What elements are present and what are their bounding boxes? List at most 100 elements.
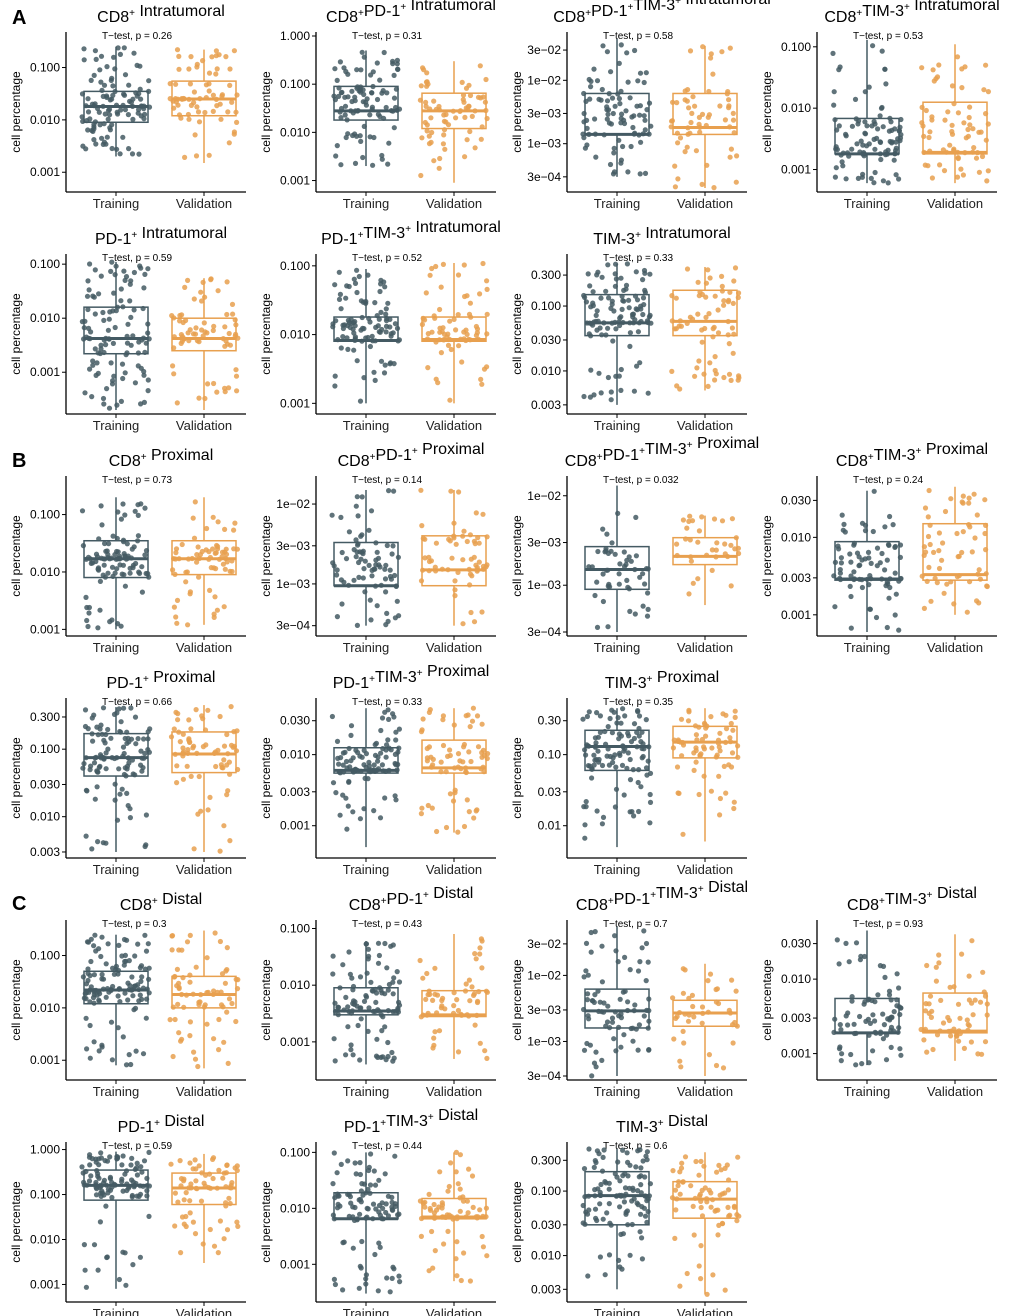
data-point (367, 1190, 373, 1196)
data-point (590, 300, 596, 306)
data-point (977, 576, 984, 582)
data-point (631, 813, 637, 819)
data-point (625, 169, 631, 175)
data-point (110, 573, 116, 580)
series-validation (418, 487, 490, 627)
data-point (726, 1177, 732, 1183)
data-point (639, 755, 645, 761)
data-point (105, 116, 111, 122)
data-point (370, 1201, 377, 1207)
data-point (627, 608, 633, 615)
data-point (619, 306, 625, 312)
data-point (135, 538, 141, 544)
data-point (173, 614, 179, 620)
data-point (383, 1209, 389, 1216)
data-point (719, 283, 725, 289)
data-point (190, 1166, 196, 1172)
data-point (332, 1058, 338, 1064)
x-tick-label: Training (93, 1084, 139, 1099)
data-point (187, 1210, 193, 1216)
y-tick-label: 0.100 (280, 921, 310, 935)
data-point (636, 733, 642, 739)
x-tick-label: Training (594, 862, 640, 877)
data-point (469, 984, 475, 990)
data-point (898, 1052, 904, 1058)
panel-title: PD-1+ Proximal (107, 669, 216, 692)
data-point (475, 535, 481, 541)
data-point (462, 154, 468, 160)
data-point (831, 89, 837, 95)
data-point (594, 1148, 601, 1154)
data-point (461, 741, 467, 748)
points (417, 63, 490, 179)
data-point (445, 1228, 451, 1234)
data-point (965, 126, 971, 133)
data-point (460, 1198, 467, 1204)
data-point (174, 966, 180, 973)
data-point (110, 92, 116, 98)
data-point (606, 120, 613, 126)
data-point (972, 535, 978, 541)
data-point (121, 572, 127, 578)
points (919, 54, 992, 184)
data-point (126, 958, 132, 964)
section-letters: A B C (12, 7, 26, 915)
data-point (358, 533, 364, 539)
data-point (360, 87, 366, 93)
data-point (453, 327, 459, 333)
data-point (837, 1022, 843, 1028)
data-point (460, 621, 466, 627)
data-point (135, 941, 141, 947)
data-point (947, 984, 953, 990)
data-point (378, 358, 385, 364)
data-point (95, 625, 101, 631)
data-point (629, 1221, 635, 1228)
data-point (584, 997, 591, 1003)
data-point (128, 314, 134, 320)
data-point (225, 1060, 231, 1066)
data-point (94, 992, 100, 998)
data-point (111, 54, 117, 60)
data-point (703, 725, 709, 731)
data-point (170, 1004, 176, 1010)
p-value-label: T−test, p = 0.26 (102, 31, 172, 42)
data-point (380, 1014, 386, 1020)
data-point (93, 1192, 100, 1198)
data-point (957, 1015, 963, 1021)
data-point (467, 1278, 473, 1284)
data-point (177, 739, 183, 745)
data-point (136, 151, 142, 157)
data-point (353, 503, 359, 509)
data-point (84, 1046, 90, 1052)
data-point (925, 533, 932, 540)
data-point (83, 1284, 89, 1290)
p-value-label: T−test, p = 0.43 (352, 919, 422, 930)
data-point (350, 1052, 356, 1058)
data-point (612, 933, 618, 939)
data-point (362, 558, 368, 564)
data-point (892, 543, 899, 550)
data-point (432, 991, 438, 997)
data-point (139, 1169, 145, 1175)
data-point (966, 495, 972, 501)
data-point (688, 558, 695, 564)
data-point (132, 953, 138, 959)
data-point (848, 1051, 854, 1058)
data-point (96, 109, 102, 115)
data-point (693, 148, 700, 154)
data-point (352, 98, 358, 104)
data-point (361, 123, 367, 129)
data-point (187, 972, 193, 978)
data-point (455, 272, 462, 278)
data-point (396, 979, 403, 985)
data-point (91, 972, 97, 978)
data-point (954, 530, 960, 537)
data-point (696, 1172, 702, 1178)
data-point (369, 573, 375, 579)
data-point (94, 360, 100, 366)
data-point (890, 522, 896, 528)
data-point (104, 64, 110, 70)
y-axis-label: cell percentage (259, 515, 273, 597)
data-point (440, 325, 446, 331)
